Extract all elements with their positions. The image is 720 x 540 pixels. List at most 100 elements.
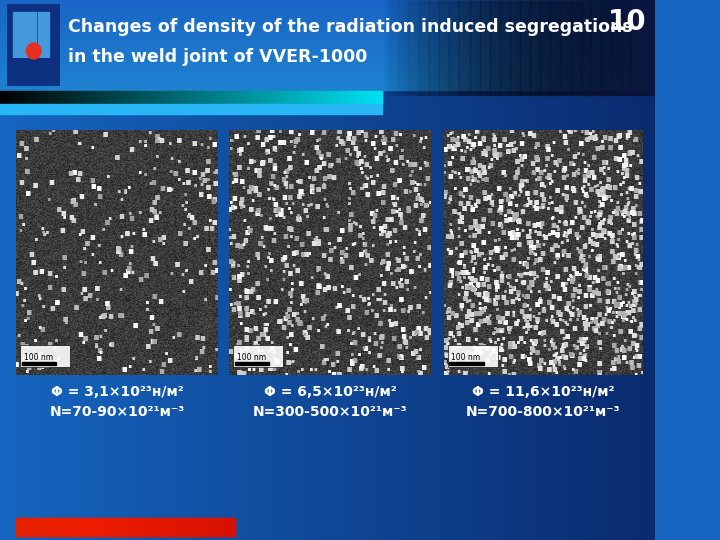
Bar bbox=[70, 91, 71, 103]
Bar bbox=[108, 0, 109, 540]
Bar bbox=[332, 0, 333, 540]
Bar bbox=[365, 91, 366, 103]
Bar bbox=[311, 91, 312, 103]
Bar bbox=[54, 0, 55, 540]
Bar bbox=[159, 91, 160, 103]
Bar bbox=[510, 0, 511, 95]
Text: in the weld joint of VVER-1000: in the weld joint of VVER-1000 bbox=[68, 48, 368, 66]
Bar bbox=[645, 0, 646, 540]
Bar bbox=[647, 0, 648, 540]
Bar bbox=[604, 0, 605, 540]
Bar bbox=[192, 0, 193, 540]
Bar bbox=[120, 91, 121, 103]
Bar bbox=[17, 518, 235, 536]
Bar bbox=[322, 91, 323, 103]
Text: Φ = 3,1×10²³н/м²: Φ = 3,1×10²³н/м² bbox=[51, 385, 184, 399]
Bar bbox=[537, 0, 538, 540]
Bar bbox=[145, 91, 146, 103]
Bar bbox=[458, 0, 459, 540]
Bar bbox=[175, 518, 176, 536]
Bar bbox=[343, 91, 344, 103]
Bar bbox=[148, 0, 149, 540]
Bar bbox=[403, 0, 404, 95]
Bar bbox=[224, 0, 225, 540]
Bar bbox=[128, 91, 129, 103]
Bar bbox=[424, 0, 425, 540]
Bar bbox=[20, 518, 21, 536]
Bar bbox=[395, 0, 396, 540]
Bar bbox=[423, 0, 424, 95]
Bar bbox=[68, 0, 69, 540]
Bar bbox=[480, 0, 482, 95]
Bar bbox=[622, 0, 624, 540]
Bar bbox=[191, 0, 192, 540]
Bar bbox=[79, 0, 80, 540]
Bar bbox=[504, 0, 505, 540]
Bar bbox=[192, 91, 193, 103]
Bar bbox=[113, 0, 114, 540]
Bar bbox=[193, 91, 194, 103]
Bar bbox=[354, 91, 355, 103]
Bar bbox=[618, 0, 620, 540]
Bar bbox=[238, 91, 239, 103]
Bar bbox=[242, 91, 243, 103]
Bar bbox=[594, 0, 595, 95]
Bar bbox=[141, 0, 142, 540]
Bar bbox=[525, 0, 526, 540]
Bar bbox=[201, 518, 202, 536]
Bar bbox=[562, 0, 563, 95]
Bar bbox=[374, 91, 375, 103]
Bar bbox=[500, 0, 501, 540]
Bar bbox=[536, 0, 537, 540]
Bar bbox=[579, 0, 580, 540]
Bar bbox=[69, 0, 70, 540]
Bar bbox=[53, 518, 54, 536]
Bar bbox=[495, 0, 496, 540]
Bar bbox=[283, 0, 284, 540]
Bar bbox=[263, 91, 264, 103]
Bar bbox=[287, 91, 289, 103]
Bar bbox=[603, 0, 604, 95]
Bar bbox=[456, 0, 458, 95]
Bar bbox=[49, 0, 50, 540]
Bar bbox=[373, 0, 374, 540]
Bar bbox=[273, 91, 274, 103]
Bar bbox=[203, 518, 204, 536]
Bar bbox=[308, 91, 310, 103]
Bar bbox=[389, 0, 390, 540]
Bar bbox=[99, 518, 100, 536]
Bar bbox=[462, 0, 463, 540]
Bar bbox=[546, 0, 547, 95]
Bar bbox=[117, 0, 118, 540]
Bar bbox=[61, 91, 62, 103]
Bar bbox=[414, 0, 415, 540]
Bar bbox=[89, 91, 90, 103]
Bar bbox=[189, 91, 190, 103]
Bar bbox=[186, 0, 187, 540]
Bar bbox=[0, 47, 655, 48]
Bar bbox=[231, 0, 232, 540]
Bar bbox=[39, 518, 40, 536]
Bar bbox=[30, 518, 31, 536]
Bar bbox=[187, 91, 189, 103]
Bar bbox=[606, 0, 607, 540]
Bar bbox=[567, 0, 568, 95]
Bar bbox=[0, 7, 655, 8]
Bar bbox=[85, 91, 86, 103]
Bar bbox=[311, 0, 312, 540]
Bar bbox=[3, 91, 4, 103]
Bar bbox=[414, 0, 415, 95]
Bar bbox=[636, 0, 637, 540]
Bar bbox=[482, 0, 483, 540]
Bar bbox=[549, 0, 551, 95]
Bar bbox=[59, 518, 60, 536]
Bar bbox=[256, 0, 258, 540]
Bar bbox=[106, 91, 107, 103]
Bar bbox=[132, 91, 133, 103]
Bar bbox=[501, 0, 503, 95]
Bar bbox=[462, 0, 463, 95]
Bar bbox=[84, 0, 85, 540]
Bar bbox=[81, 0, 82, 540]
Bar bbox=[441, 0, 442, 540]
Bar bbox=[248, 0, 249, 540]
